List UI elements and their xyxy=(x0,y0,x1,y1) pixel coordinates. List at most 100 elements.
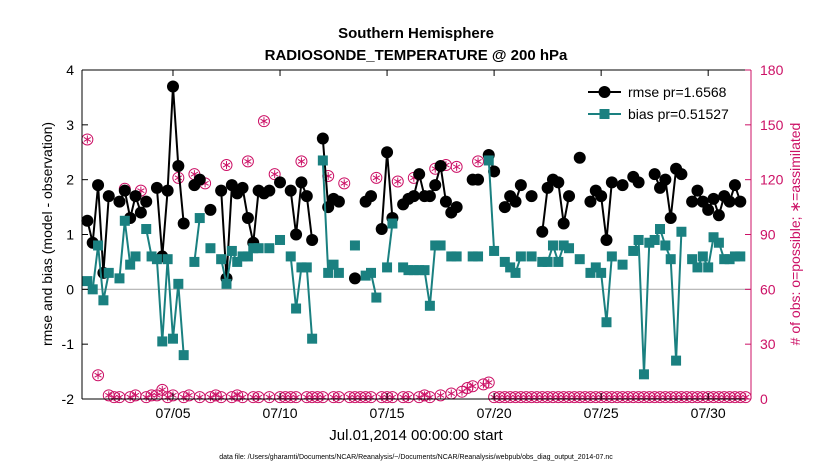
asterisk-stroke xyxy=(233,392,241,398)
asterisk-stroke xyxy=(463,385,472,391)
bias-point xyxy=(93,240,104,251)
asterisk-stroke xyxy=(83,137,92,142)
assimilated-obs-marker xyxy=(83,135,92,144)
rmse-line xyxy=(691,181,742,219)
rmse-point xyxy=(472,173,485,186)
bias-point xyxy=(414,265,425,276)
rmse-point xyxy=(584,195,597,208)
asterisk-stroke xyxy=(468,383,477,389)
bias-point xyxy=(585,267,596,278)
asterisk-stroke xyxy=(137,188,145,194)
rmse-point xyxy=(423,190,436,203)
rmse-point xyxy=(375,223,388,236)
asterisk-stroke xyxy=(458,389,466,395)
bias-point xyxy=(655,224,666,235)
y-tick-label-left: 4 xyxy=(66,62,74,78)
assimilated-obs-marker xyxy=(94,371,102,380)
asterisk-stroke xyxy=(436,392,445,398)
possible-obs-marker xyxy=(92,369,105,382)
bias-point xyxy=(697,251,708,262)
bias-point xyxy=(242,251,253,262)
bias-point xyxy=(178,350,189,361)
bias-point xyxy=(419,265,430,276)
y-tick-label-right: 150 xyxy=(760,117,784,133)
asterisk-stroke xyxy=(479,381,488,387)
bias-point xyxy=(660,240,671,251)
bias-point xyxy=(173,278,184,289)
bias-point xyxy=(547,240,558,251)
rmse-point xyxy=(498,201,511,214)
assimilated-obs-marker xyxy=(447,389,456,398)
x-tick-label: 07/25 xyxy=(584,405,619,421)
bias-point xyxy=(606,251,617,262)
bias-point xyxy=(296,262,307,273)
bias-point xyxy=(489,245,500,256)
rmse-point xyxy=(664,212,677,225)
bias-point xyxy=(114,273,125,284)
bias-point xyxy=(285,251,296,262)
y-tick-label-right: 30 xyxy=(760,336,776,352)
rmse-point xyxy=(563,190,576,203)
y-tick-label-left: 3 xyxy=(66,117,74,133)
bias-point xyxy=(719,254,730,265)
bias-point xyxy=(558,240,569,251)
bias-point xyxy=(633,234,644,245)
assimilated-obs-marker xyxy=(153,391,161,400)
y-tick-label-right: 120 xyxy=(760,172,784,188)
bias-point xyxy=(82,276,93,287)
rmse-line xyxy=(155,86,185,257)
y-axis-label-left: rmse and bias (model - observation) xyxy=(39,122,55,346)
bias-point xyxy=(216,254,227,265)
y-tick-label-left: -1 xyxy=(62,336,75,352)
rmse-point xyxy=(172,159,185,172)
bias-point xyxy=(510,267,521,278)
asterisk-stroke xyxy=(105,392,113,398)
assimilated-obs-marker xyxy=(244,157,252,166)
rmse-point xyxy=(429,179,442,192)
y-tick-label-right: 180 xyxy=(760,62,784,78)
rmse-point xyxy=(193,173,206,186)
rmse-point xyxy=(161,184,174,197)
legend-bias-marker xyxy=(599,109,610,119)
assimilated-obs-marker xyxy=(436,391,445,400)
rmse-point xyxy=(92,179,105,192)
assimilated-obs-marker xyxy=(233,391,241,400)
y-axis-label-right: # of obs: o=possible; ∗=assimilated xyxy=(787,123,803,346)
rmse-point xyxy=(177,217,190,230)
rmse-point xyxy=(166,80,179,93)
assimilated-obs-marker xyxy=(420,391,429,400)
possible-obs-marker xyxy=(268,168,281,181)
asterisk-stroke xyxy=(452,164,461,170)
bias-point xyxy=(692,262,703,273)
bias-point xyxy=(264,243,275,254)
bias-point xyxy=(601,317,612,328)
x-tick-label: 07/30 xyxy=(691,405,726,421)
assimilated-obs-marker xyxy=(468,382,477,391)
bias-point xyxy=(103,267,114,278)
y-tick-label-left: 2 xyxy=(66,172,74,188)
rmse-point xyxy=(702,203,715,216)
bias-point xyxy=(499,256,510,267)
rmse-point xyxy=(616,179,629,192)
asterisk-stroke xyxy=(158,387,166,393)
assimilated-obs-marker xyxy=(270,170,279,179)
bias-point xyxy=(446,251,457,262)
assimilated-obs-marker xyxy=(158,385,166,394)
rmse-point xyxy=(306,233,319,246)
rmse-point xyxy=(140,195,153,208)
asterisk-stroke xyxy=(372,175,381,181)
bias-point xyxy=(125,259,136,270)
rmse-point xyxy=(274,176,287,189)
rmse-point xyxy=(102,190,115,203)
possible-obs-marker xyxy=(295,155,308,168)
assimilated-obs-marker xyxy=(394,177,402,186)
assimilated-obs-marker xyxy=(185,391,193,400)
bias-point xyxy=(473,251,484,262)
bias-point xyxy=(167,333,178,344)
rmse-point xyxy=(284,184,297,197)
bias-point xyxy=(430,240,441,251)
bias-point xyxy=(194,213,205,224)
chart-subtitle: RADIOSONDE_TEMPERATURE @ 200 hPa xyxy=(265,47,568,64)
rmse-point xyxy=(648,168,661,181)
